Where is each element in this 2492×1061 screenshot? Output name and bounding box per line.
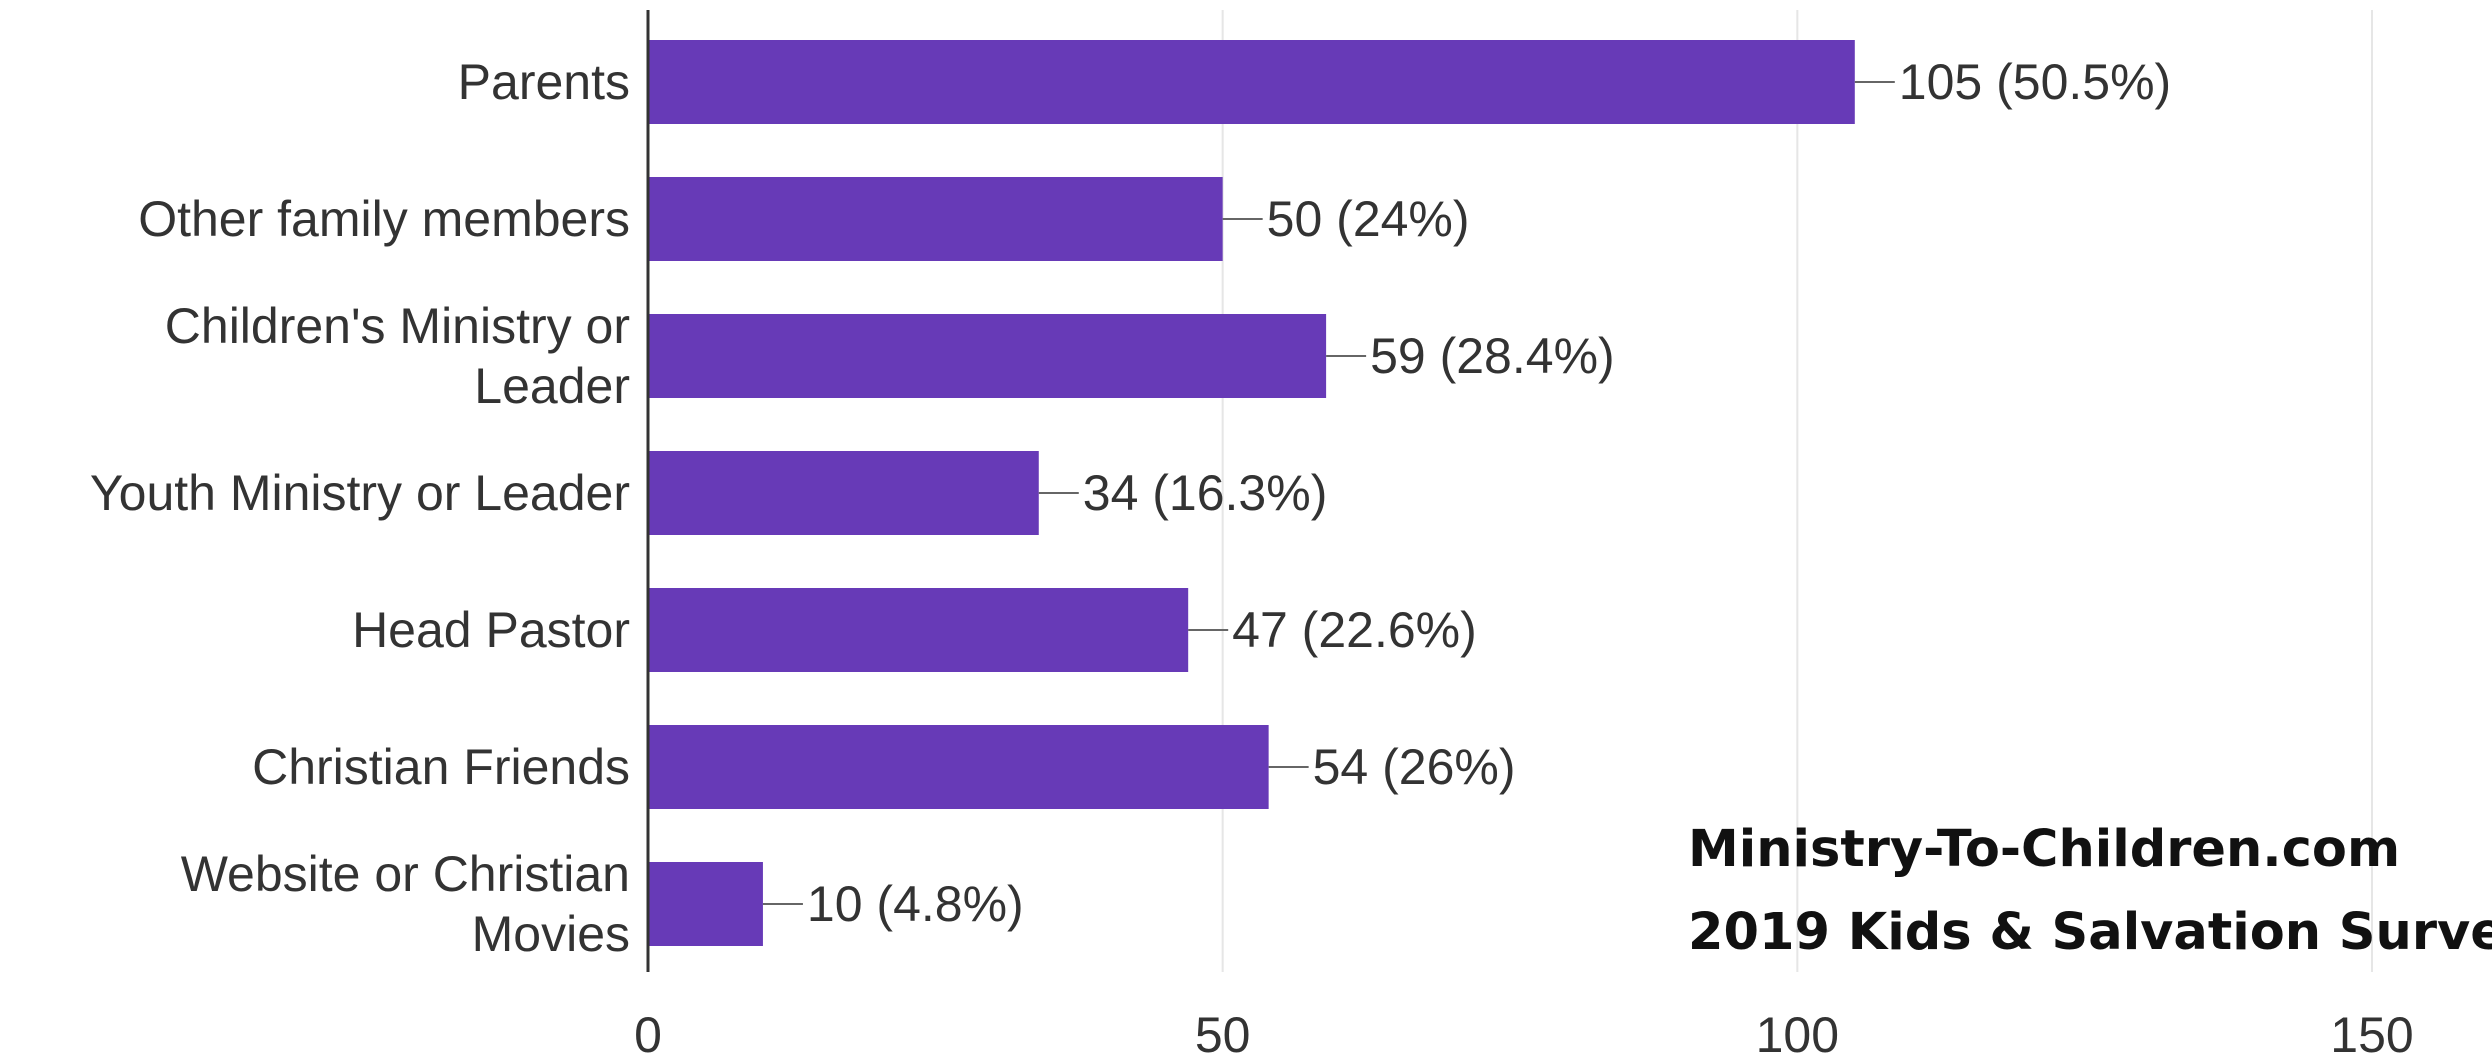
x-tick-label: 150 xyxy=(2330,1007,2413,1061)
bar xyxy=(648,862,763,946)
data-label: 59 (28.4%) xyxy=(1370,328,1615,384)
bars: 105 (50.5%) 50 (24%) 59 (28.4%) 34 (16.3%) 4… xyxy=(648,40,2171,946)
category-label: Head Pastor xyxy=(352,602,630,658)
category-label: Other family members xyxy=(138,191,630,247)
data-label: 10 (4.8%) xyxy=(807,876,1024,932)
x-tick-label: 50 xyxy=(1195,1007,1251,1061)
watermark-line-1: Ministry-To-Children.com xyxy=(1688,820,2400,879)
x-tick-label: 0 xyxy=(634,1007,662,1061)
category-label: Youth Ministry or Leader xyxy=(90,465,630,521)
category-label: Children's Ministry or xyxy=(165,298,630,354)
data-label: 47 (22.6%) xyxy=(1232,602,1477,658)
gridlines xyxy=(1221,10,2373,972)
bar xyxy=(648,314,1327,398)
category-label: Website or Christian xyxy=(181,846,630,902)
data-label: 105 (50.5%) xyxy=(1899,54,2171,110)
bar xyxy=(648,725,1269,809)
category-labels: Parents Other family members Children's Mi… xyxy=(90,54,630,962)
x-tick-labels: 0 50 100 150 xyxy=(634,1007,2414,1061)
bar xyxy=(648,40,1855,124)
data-label: 34 (16.3%) xyxy=(1083,465,1328,521)
bar xyxy=(648,177,1223,261)
x-tick-label: 100 xyxy=(1756,1007,1839,1061)
watermark: Ministry-To-Children.com 2019 Kids & Sal… xyxy=(1688,820,2492,962)
bar xyxy=(648,451,1039,535)
category-label: Christian Friends xyxy=(252,739,630,795)
category-label: Parents xyxy=(458,54,630,110)
watermark-line-2: 2019 Kids & Salvation Survey xyxy=(1688,903,2492,962)
data-label: 50 (24%) xyxy=(1267,191,1470,247)
category-label: Movies xyxy=(472,906,630,962)
data-label: 54 (26%) xyxy=(1313,739,1516,795)
bar xyxy=(648,588,1189,672)
category-label: Leader xyxy=(474,358,630,414)
